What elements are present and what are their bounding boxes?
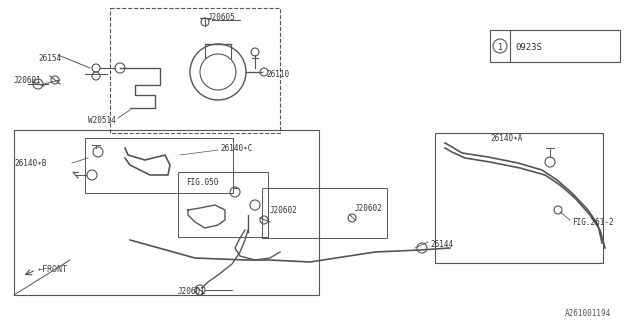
Text: 0923S: 0923S [515, 43, 542, 52]
Text: J20605: J20605 [208, 12, 236, 21]
Text: J20601: J20601 [14, 76, 42, 84]
Text: A261001194: A261001194 [565, 308, 611, 317]
Text: 26144: 26144 [430, 239, 453, 249]
Text: 26140∗B: 26140∗B [14, 158, 46, 167]
Bar [262, 188, 387, 238]
Text: 26154: 26154 [38, 53, 61, 62]
Text: J20602: J20602 [355, 204, 383, 212]
Text: FIG.261-2: FIG.261-2 [572, 218, 614, 227]
Text: ←FRONT: ←FRONT [38, 266, 68, 275]
Text: W20514: W20514 [88, 116, 116, 124]
Text: 26140∗C: 26140∗C [220, 143, 252, 153]
Text: 26140∗A: 26140∗A [490, 133, 522, 142]
Text: J20602: J20602 [270, 205, 298, 214]
Bar [490, 30, 620, 62]
Text: 1: 1 [497, 43, 502, 52]
Bar [85, 138, 233, 193]
Bar [14, 130, 319, 295]
Text: J20601: J20601 [178, 287, 205, 297]
Text: 26110: 26110 [266, 69, 289, 78]
Text: FIG.050: FIG.050 [186, 178, 218, 187]
Bar [178, 172, 268, 237]
Bar [110, 8, 280, 133]
Bar [435, 133, 603, 263]
